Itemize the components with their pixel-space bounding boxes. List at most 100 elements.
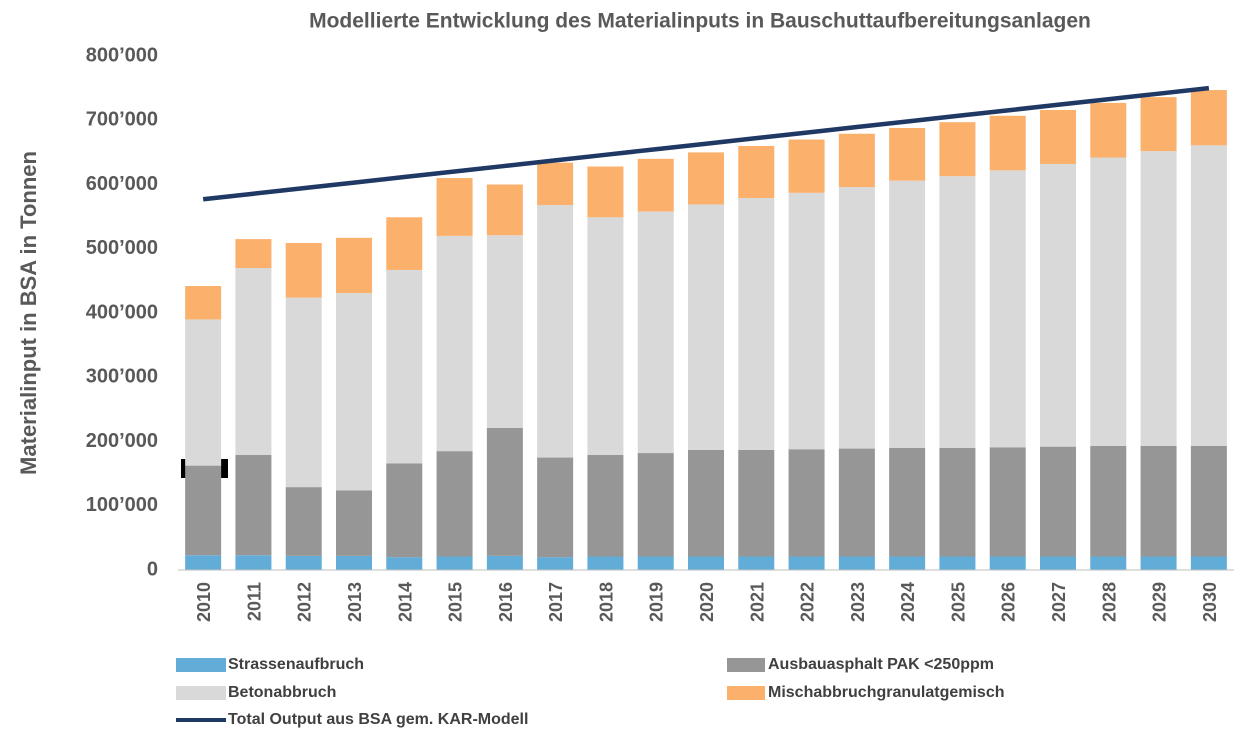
x-tick-label: 2022 bbox=[798, 582, 818, 622]
x-tick-label: 2015 bbox=[446, 582, 466, 622]
bar-segment bbox=[285, 555, 322, 570]
legend-swatch bbox=[176, 658, 226, 672]
bar-segment bbox=[537, 162, 574, 206]
legend-swatch bbox=[176, 686, 226, 700]
bar-segment bbox=[989, 447, 1026, 557]
bar-segment bbox=[788, 556, 825, 570]
bar-segment bbox=[688, 204, 724, 450]
y-axis-title: Materialinput in BSA in Tonnen bbox=[16, 151, 41, 475]
x-tick-label: 2016 bbox=[496, 582, 516, 622]
y-tick-label: 100’000 bbox=[86, 494, 158, 516]
bar-segment bbox=[185, 319, 222, 466]
bar-segment bbox=[1040, 163, 1076, 447]
bar-segment bbox=[939, 122, 976, 177]
bar-segment bbox=[1090, 556, 1127, 570]
bar-segment bbox=[386, 463, 423, 558]
legend-label: Ausbauasphalt PAK <250ppm bbox=[768, 656, 994, 673]
bar-segment bbox=[1140, 97, 1177, 152]
bar-segment bbox=[436, 556, 473, 570]
x-tick-label: 2012 bbox=[295, 582, 315, 622]
y-tick-label: 700’000 bbox=[86, 109, 158, 131]
bar-segment bbox=[788, 139, 825, 193]
bar-segment bbox=[285, 297, 322, 488]
y-tick-label: 800’000 bbox=[86, 44, 158, 66]
bar-segment bbox=[738, 145, 775, 198]
bar-segment bbox=[889, 180, 926, 448]
legend: Strassenaufbruch Ausbauasphalt PAK <250pp… bbox=[176, 656, 1005, 728]
bar-segment bbox=[1190, 90, 1227, 146]
bar-segment bbox=[688, 449, 724, 557]
bar-segment bbox=[1190, 445, 1227, 557]
bar-segment bbox=[235, 239, 272, 269]
legend-swatch bbox=[727, 686, 765, 700]
bar-segment bbox=[788, 192, 825, 450]
bar-segment bbox=[285, 487, 322, 556]
x-tick-label: 2011 bbox=[244, 582, 264, 621]
x-tick-label: 2029 bbox=[1150, 582, 1170, 622]
bar-segment bbox=[336, 237, 372, 294]
chart-title: Modellierte Entwicklung des Materialinpu… bbox=[309, 10, 1091, 33]
bar-segment bbox=[336, 490, 372, 556]
bar-segment bbox=[738, 556, 775, 570]
bar-segment bbox=[1090, 445, 1127, 557]
y-tick-label: 300’000 bbox=[86, 366, 158, 388]
bar-segment bbox=[235, 454, 272, 556]
bar-segment bbox=[537, 205, 574, 458]
bar-segment bbox=[637, 453, 674, 557]
bar-segment bbox=[939, 556, 976, 570]
x-tick-label: 2017 bbox=[546, 582, 566, 622]
x-tick-label: 2018 bbox=[596, 582, 616, 622]
x-tick-label: 2013 bbox=[345, 582, 365, 622]
bar-segment bbox=[788, 449, 825, 557]
y-tick-label: 200’000 bbox=[86, 430, 158, 452]
bar-segment bbox=[1040, 556, 1076, 570]
bar-segment bbox=[185, 286, 222, 320]
bar-segment bbox=[386, 557, 423, 570]
bar-segment bbox=[386, 269, 423, 464]
y-tick-label: 600’000 bbox=[86, 173, 158, 195]
bar-segment bbox=[889, 447, 926, 557]
bar-segment bbox=[486, 235, 523, 429]
bar-segment bbox=[838, 556, 875, 570]
bar-segment bbox=[838, 448, 875, 557]
bar-segment bbox=[336, 555, 372, 570]
bar-segment bbox=[1190, 145, 1227, 446]
bar-segment bbox=[1040, 446, 1076, 557]
bar-segment bbox=[939, 176, 976, 448]
bar-segment bbox=[838, 133, 875, 188]
x-tick-label: 2021 bbox=[747, 582, 767, 622]
bar-segment bbox=[738, 197, 775, 450]
x-tick-label: 2023 bbox=[848, 582, 868, 622]
bar-segment bbox=[889, 127, 926, 181]
bar-segment bbox=[637, 556, 674, 570]
bar-segment bbox=[486, 428, 523, 556]
bar-segment bbox=[688, 556, 724, 570]
bar-segment bbox=[1140, 556, 1177, 570]
bar-segment bbox=[537, 457, 574, 558]
bar-segment bbox=[235, 555, 272, 570]
bar-segment bbox=[688, 152, 724, 205]
bar-segment bbox=[1190, 556, 1227, 570]
bar-segment bbox=[989, 556, 1026, 570]
bar-segment bbox=[1090, 157, 1127, 446]
bar-segment bbox=[939, 447, 976, 557]
bar-segment bbox=[1040, 109, 1076, 164]
bar-segment bbox=[587, 217, 624, 455]
bar-segment bbox=[336, 293, 372, 491]
x-tick-label: 2020 bbox=[697, 582, 717, 622]
bar-segment bbox=[587, 454, 624, 557]
bar-segment bbox=[386, 217, 423, 270]
bar-segment bbox=[235, 268, 272, 455]
y-tick-label: 500’000 bbox=[86, 237, 158, 259]
legend-label: Total Output aus BSA gem. KAR-Modell bbox=[228, 711, 528, 728]
bar-segment bbox=[185, 465, 222, 556]
bar-segment bbox=[486, 184, 523, 236]
legend-swatch bbox=[727, 658, 765, 672]
bar-segment bbox=[537, 557, 574, 570]
x-tick-label: 2027 bbox=[1049, 582, 1069, 622]
total-line bbox=[202, 85, 1210, 202]
x-tick-label: 2014 bbox=[395, 582, 415, 622]
bar-segment bbox=[989, 170, 1026, 448]
bar-segment bbox=[436, 178, 473, 236]
